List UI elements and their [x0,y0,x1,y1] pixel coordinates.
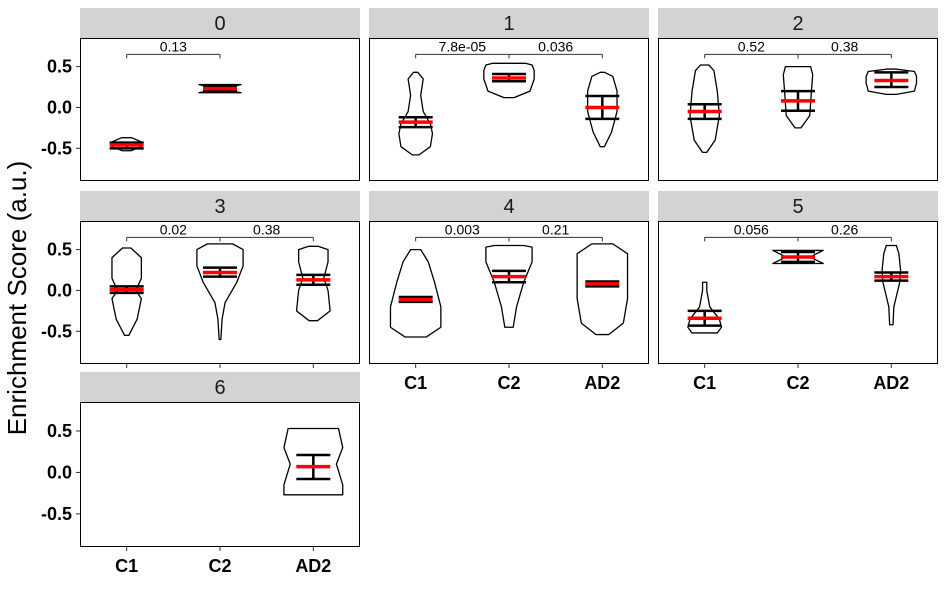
y-tick-label: 0.5 [47,57,72,77]
facet-panel-6: 6 0.5 0.0 -0.5 C1 C2 AD2 [41,372,360,576]
x-tick-label: C1 [404,373,427,393]
panel-frame [369,221,649,364]
y-tick-label: -0.5 [41,138,72,158]
violin-C1 [389,248,442,338]
pvalue-label: 0.02 [160,221,187,237]
pvalue-label: 0.26 [831,221,858,237]
facet-strip [369,191,649,221]
pvalue-label: 0.003 [445,221,480,237]
facet-strip [369,8,649,38]
facet-strip-label: 5 [792,196,803,218]
panel-frame [369,38,649,181]
pvalue-label: 0.21 [542,221,569,237]
facet-panel-5: 5 C1 C2 AD2 0.056 0.26 [658,191,938,393]
facet-strip [658,191,938,221]
facet-panel-0: 0 0.5 0.0 -0.5 0.13 [41,8,360,181]
facet-strip [80,191,360,221]
violin-AD2 [586,71,618,148]
x-tick-label: AD2 [584,373,620,393]
violin-C2 [196,243,244,341]
panel-frame [658,221,938,364]
violin-AD2 [865,68,918,96]
violin-AD2 [283,427,344,496]
facet-panel-4: 4 C1 C2 AD2 0.003 0.21 [369,191,649,393]
x-tick-label: C2 [497,373,520,393]
pvalue-label: 0.056 [734,221,769,237]
x-tick-label: C1 [115,556,138,576]
pvalue-label: 0.38 [253,221,280,237]
y-tick-label: -0.5 [41,321,72,341]
facet-strip [80,372,360,402]
facet-strip-label: 2 [792,13,803,35]
facet-strip-label: 0 [214,13,225,35]
violin-AD2 [295,245,331,322]
facet-strip-label: 4 [503,196,514,218]
pvalue-label: 0.38 [831,38,858,54]
violin-AD2 [576,243,629,336]
facet-strip-label: 1 [503,13,514,35]
facet-strip-label: 3 [214,196,225,218]
facet-panel-2: 2 0.52 0.38 [658,8,938,181]
panel-frame [80,402,360,547]
facet-panels: 0 0.5 0.0 -0.5 0.13 1 7.8e-05 0.036 2 0.52 0.38 3 0.… [41,8,938,576]
y-tick-label: 0.0 [47,97,72,117]
pvalue-label: 0.036 [538,38,573,54]
y-tick-label: 0.5 [47,421,72,441]
violin-C1 [689,64,721,154]
y-tick-label: 0.0 [47,280,72,300]
y-tick-label: -0.5 [41,504,72,524]
pvalue-label: 0.13 [160,38,187,54]
pvalue-label: 0.52 [738,38,765,54]
facet-strip-label: 6 [214,377,225,399]
y-axis-title: Enrichment Score (a.u.) [2,161,32,436]
y-tick-label: 0.0 [47,462,72,482]
violin-C2 [483,62,535,99]
violin-AD2 [881,244,902,326]
panel-frame [80,38,360,181]
violin-C1 [111,247,143,337]
x-tick-label: C2 [786,373,809,393]
x-tick-label: C2 [208,556,231,576]
x-tick-label: C1 [693,373,716,393]
pvalue-label: 7.8e-05 [439,38,487,54]
y-tick-label: 0.5 [47,240,72,260]
x-tick-label: AD2 [873,373,909,393]
x-tick-label: AD2 [295,556,331,576]
facet-panel-1: 1 7.8e-05 0.036 [369,8,649,181]
facet-strip [80,8,360,38]
facet-strip [658,8,938,38]
